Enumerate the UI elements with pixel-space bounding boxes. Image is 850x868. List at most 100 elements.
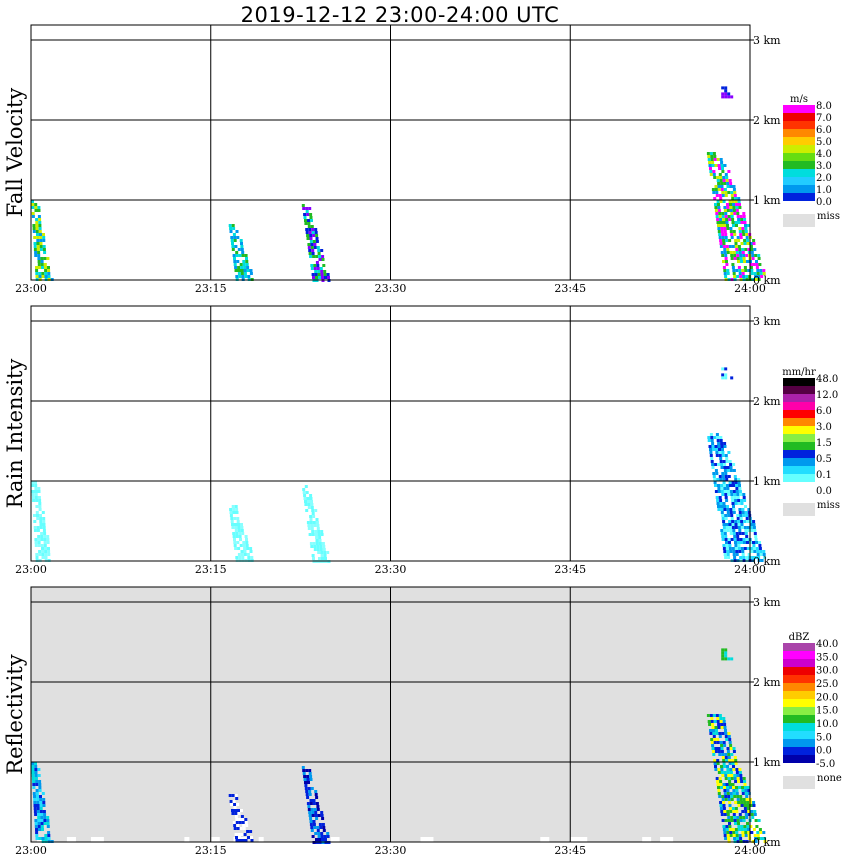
echo-pixel [726, 750, 730, 753]
echo-pixel [714, 490, 718, 493]
colorbar-label: 40.0 [816, 639, 838, 650]
echo-pixel [716, 179, 720, 182]
echo-pixel [723, 532, 727, 535]
echo-pixel [724, 191, 728, 194]
echo-pixel [736, 236, 740, 239]
echo-pixel [721, 448, 724, 451]
echo-pixel [314, 231, 318, 234]
echo-pixel [749, 804, 753, 807]
echo-pixel [736, 795, 740, 798]
echo-pixel [240, 266, 244, 269]
echo-pixel [707, 155, 711, 158]
echo-pixel [310, 826, 314, 829]
echo-pixel [33, 526, 37, 529]
echo-pixel [738, 834, 742, 837]
echo-pixel [742, 556, 746, 559]
echo-pixel [752, 526, 756, 529]
echo-pixel [312, 799, 316, 802]
echo-pixel [32, 783, 36, 786]
echo-pixel [722, 526, 726, 529]
echo-pixel [734, 520, 738, 523]
echo-pixel [723, 765, 726, 768]
echo-pixel [324, 557, 327, 560]
echo-pixel [736, 798, 740, 801]
echo-pixel [34, 768, 38, 771]
echo-pixel [38, 221, 42, 224]
echo-pixel [311, 814, 315, 817]
echo-pixel [738, 206, 742, 209]
echo-pixel [739, 819, 743, 822]
echo-pixel [320, 273, 324, 276]
echo-pixel [717, 490, 721, 493]
echo-pixel [33, 529, 37, 532]
echo-pixel [319, 548, 323, 551]
echo-pixel [728, 239, 732, 242]
echo-pixel [309, 775, 313, 778]
echo-pixel [734, 242, 738, 245]
echo-pixel [742, 493, 746, 496]
echo-pixel [305, 509, 309, 512]
echo-pixel [721, 167, 724, 170]
echo-pixel [311, 554, 315, 557]
echo-pixel [726, 224, 729, 227]
echo-pixel [743, 242, 747, 245]
echo-pixel [721, 756, 725, 759]
clear-gap-mark [642, 837, 652, 842]
echo-pixel [712, 732, 716, 735]
echo-pixel [721, 254, 725, 257]
echo-pixel [40, 819, 44, 822]
echo-pixel [755, 541, 758, 544]
echo-pixel [741, 511, 745, 514]
echo-pixel [313, 524, 317, 527]
echo-pixel [742, 212, 746, 215]
echo-pixel [755, 266, 759, 269]
echo-pixel [37, 813, 41, 816]
echo-pixel [313, 826, 317, 829]
echo-pixel [241, 818, 245, 821]
echo-pixel [728, 801, 732, 804]
echo-pixel [717, 789, 721, 792]
echo-pixel [31, 200, 34, 203]
echo-pixel [303, 778, 307, 781]
echo-pixel [249, 269, 253, 272]
echo-pixel [717, 209, 721, 212]
echo-pixel [740, 804, 744, 807]
echo-pixel [724, 212, 728, 215]
colorbar-label: 0.0 [816, 746, 832, 757]
echo-pixel [734, 780, 738, 783]
echo-pixel [726, 765, 729, 768]
echo-pixel [715, 212, 719, 215]
echo-pixel [735, 771, 739, 774]
echo-pixel [719, 780, 723, 783]
echo-pixel [732, 747, 736, 750]
echo-pixel [736, 774, 740, 777]
echo-pixel [754, 556, 758, 559]
echo-pixel [741, 508, 745, 511]
echo-pixel [238, 535, 242, 538]
y-tick-label: 0 km [753, 555, 781, 568]
echo-pixel [723, 726, 727, 729]
echo-pixel [732, 532, 736, 535]
echo-pixel [759, 550, 763, 553]
echo-pixel [716, 176, 720, 179]
echo-pixel [744, 230, 748, 233]
echo-pixel [721, 373, 725, 377]
echo-pixel [721, 92, 725, 96]
echo-pixel [724, 95, 728, 99]
echo-pixel [34, 481, 37, 484]
echo-pixel [317, 270, 321, 273]
echo-pixel [742, 538, 746, 541]
echo-pixel [724, 173, 728, 176]
echo-pixel [246, 266, 250, 269]
echo-pixel [242, 263, 246, 266]
echo-pixel [743, 218, 747, 221]
colorbar-swatch [783, 121, 815, 129]
echo-pixel [728, 547, 732, 550]
echo-pixel [718, 233, 722, 236]
echo-pixel [233, 544, 237, 547]
echo-pixel [726, 553, 730, 556]
echo-pixel [721, 651, 725, 655]
echo-pixel [740, 499, 744, 502]
echo-pixel [31, 774, 35, 777]
